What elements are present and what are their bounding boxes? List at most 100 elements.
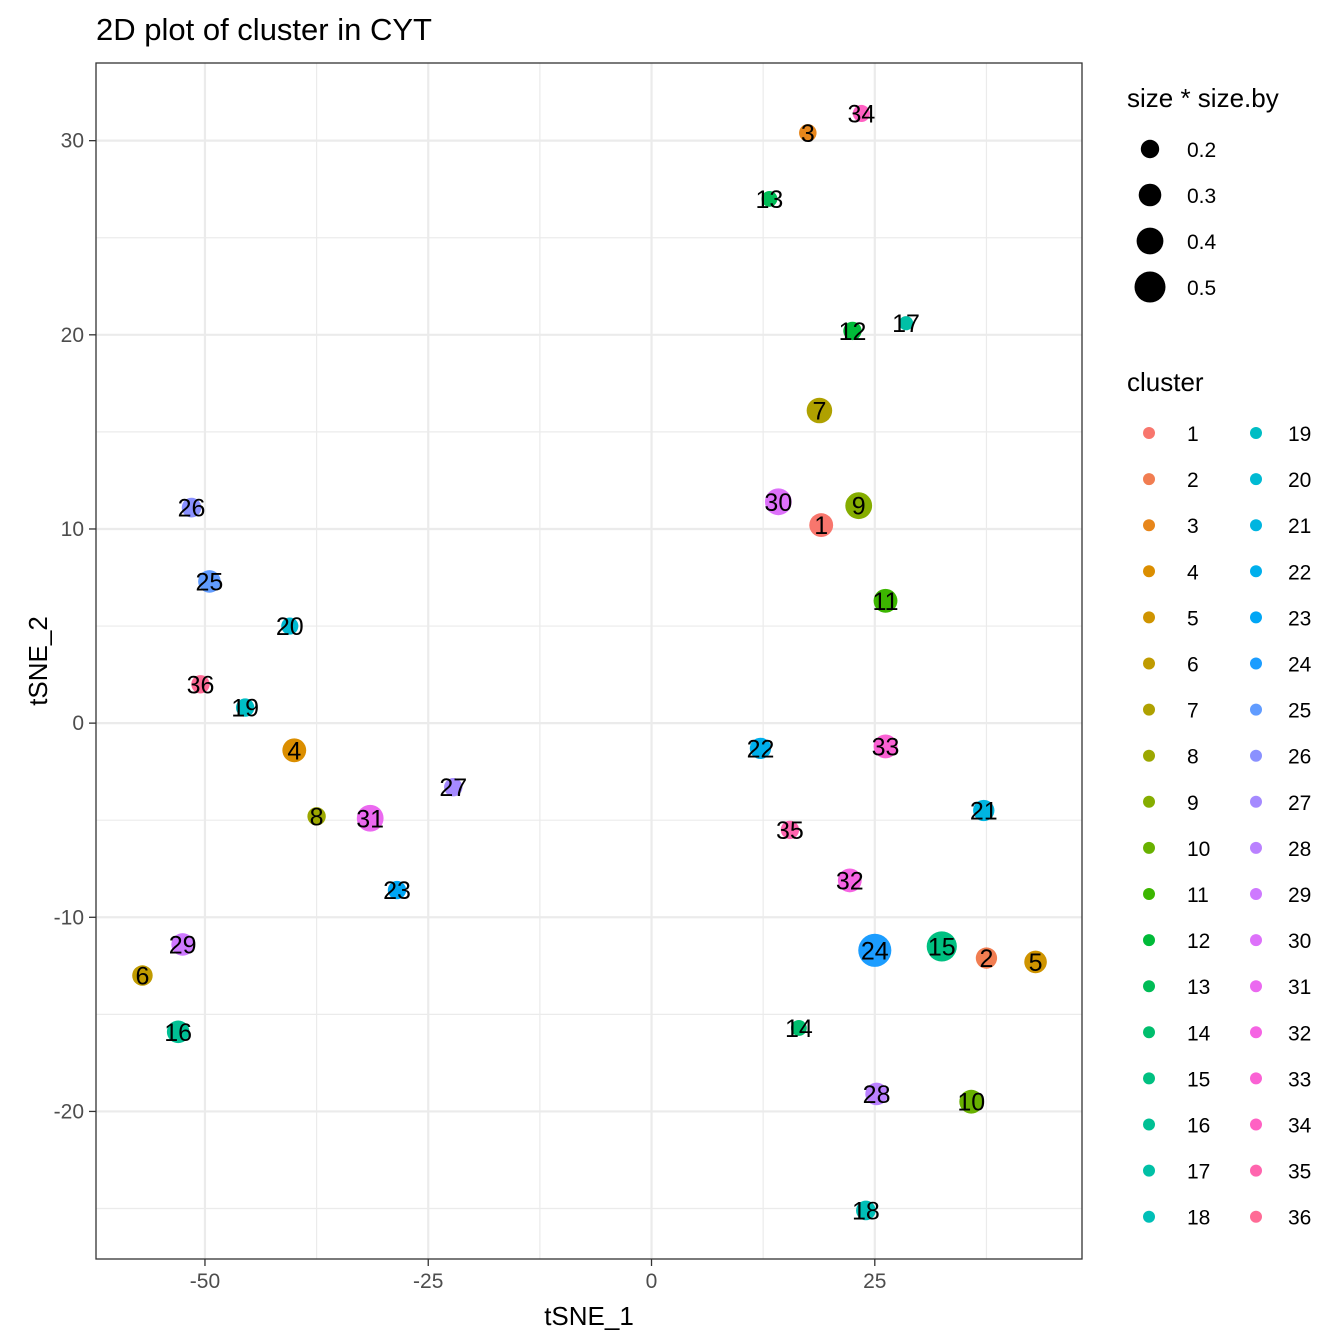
- color-legend-key-20: [1250, 473, 1262, 486]
- color-legend-key-10: [1143, 841, 1155, 854]
- color-legend-label-27: 27: [1288, 792, 1311, 815]
- point-cluster-19: [235, 698, 255, 717]
- color-legend-label-10: 10: [1187, 838, 1210, 861]
- color-legend-label-6: 6: [1187, 654, 1199, 677]
- point-label-30: 30: [764, 489, 792, 517]
- point-label-8: 8: [310, 803, 324, 831]
- color-legend-key-34: [1250, 1118, 1262, 1131]
- color-legend-key-6: [1143, 657, 1155, 670]
- point-cluster-1: [809, 513, 834, 538]
- color-legend-key-16: [1143, 1118, 1155, 1131]
- point-cluster-6: [132, 965, 153, 986]
- color-legend-label-31: 31: [1288, 976, 1311, 999]
- point-cluster-28: [865, 1082, 888, 1106]
- point-cluster-31: [356, 804, 384, 832]
- y-axis-label: tSNE_2: [23, 616, 53, 706]
- color-legend-label-8: 8: [1187, 746, 1199, 769]
- color-legend-key-36: [1250, 1210, 1262, 1223]
- color-legend-label-9: 9: [1187, 792, 1199, 815]
- point-label-9: 9: [852, 493, 866, 521]
- point-label-34: 34: [847, 100, 875, 128]
- color-legend-key-13: [1143, 980, 1155, 993]
- point-cluster-26: [181, 497, 202, 518]
- color-legend-key-28: [1250, 841, 1262, 854]
- point-label-25: 25: [196, 568, 224, 596]
- color-legend-key-25: [1250, 703, 1262, 716]
- point-label-17: 17: [892, 310, 920, 338]
- point-label-31: 31: [356, 805, 384, 833]
- point-cluster-16: [166, 1020, 190, 1044]
- point-label-22: 22: [747, 735, 775, 763]
- color-legend-label-21: 21: [1288, 515, 1311, 538]
- y-axis: -20 -10 0 10 20 30: [54, 130, 96, 1123]
- point-label-16: 16: [164, 1019, 192, 1047]
- color-legend-label-28: 28: [1288, 838, 1311, 861]
- point-cluster-10: [959, 1089, 984, 1114]
- point-label-18: 18: [852, 1197, 880, 1225]
- point-label-29: 29: [169, 931, 197, 959]
- point-label-14: 14: [785, 1015, 813, 1043]
- point-label-15: 15: [928, 933, 956, 961]
- color-legend-key-8: [1143, 749, 1155, 762]
- color-legend-key-24: [1250, 657, 1262, 670]
- color-legend-key-30: [1250, 934, 1262, 947]
- x-tick-label: 0: [646, 1270, 658, 1293]
- color-legend-key-5: [1143, 611, 1155, 624]
- color-legend-key-23: [1250, 611, 1262, 624]
- point-cluster-15: [926, 931, 957, 962]
- point-label-26: 26: [178, 495, 206, 523]
- color-legend-key-35: [1250, 1164, 1262, 1177]
- color-legend-label-36: 36: [1288, 1207, 1311, 1230]
- size-legend: size * size.by 0.2 0.3 0.4 0.5: [1127, 83, 1279, 303]
- color-legend-key-26: [1250, 749, 1262, 762]
- color-legend: cluster 12345678910111213141516171819202…: [1127, 367, 1312, 1230]
- point-label-21: 21: [970, 798, 998, 826]
- y-tick-label: 30: [61, 130, 84, 153]
- point-label-12: 12: [839, 318, 867, 346]
- size-legend-key: [1134, 271, 1166, 303]
- color-legend-key-33: [1250, 1072, 1262, 1085]
- color-legend-label-25: 25: [1288, 700, 1311, 723]
- color-legend-key-22: [1250, 565, 1262, 578]
- point-cluster-13: [761, 190, 778, 207]
- point-cluster-23: [387, 880, 407, 900]
- color-legend-key-19: [1250, 427, 1262, 439]
- point-label-20: 20: [276, 613, 304, 641]
- color-legend-label-7: 7: [1187, 700, 1199, 723]
- color-legend-key-3: [1143, 519, 1155, 532]
- color-legend-label-24: 24: [1288, 654, 1312, 677]
- point-label-6: 6: [135, 963, 149, 991]
- color-legend-label-23: 23: [1288, 607, 1311, 630]
- color-legend-label-35: 35: [1288, 1161, 1311, 1184]
- point-label-19: 19: [231, 695, 259, 723]
- point-label-3: 3: [801, 120, 815, 148]
- size-legend-label: 0.2: [1187, 139, 1216, 162]
- color-legend-label-30: 30: [1288, 930, 1311, 953]
- size-legend-label: 0.3: [1187, 185, 1216, 208]
- color-legend-key-31: [1250, 980, 1262, 993]
- point-cluster-35: [780, 820, 800, 840]
- point-label-2: 2: [979, 945, 993, 973]
- point-cluster-20: [281, 617, 299, 635]
- color-legend-label-34: 34: [1288, 1115, 1312, 1138]
- point-cluster-33: [873, 734, 898, 759]
- color-legend-label-14: 14: [1187, 1022, 1211, 1045]
- color-legend-label-29: 29: [1288, 884, 1311, 907]
- color-legend-label-33: 33: [1288, 1068, 1311, 1091]
- y-tick-label: -10: [54, 906, 84, 929]
- point-cluster-25: [198, 570, 221, 593]
- color-legend-label-5: 5: [1187, 607, 1199, 630]
- color-legend-label-22: 22: [1288, 561, 1311, 584]
- x-axis: -50 -25 0 25: [190, 1259, 886, 1293]
- size-legend-key: [1136, 227, 1164, 255]
- color-legend-label-4: 4: [1187, 561, 1199, 584]
- color-legend-title: cluster: [1127, 367, 1204, 397]
- point-cluster-27: [444, 778, 463, 797]
- point-label-4: 4: [287, 737, 301, 765]
- color-legend-key-27: [1250, 795, 1262, 808]
- color-legend-key-18: [1143, 1210, 1155, 1223]
- point-label-5: 5: [1029, 949, 1043, 977]
- point-label-23: 23: [383, 877, 411, 905]
- color-legend-label-20: 20: [1288, 469, 1311, 492]
- color-legend-label-2: 2: [1187, 469, 1199, 492]
